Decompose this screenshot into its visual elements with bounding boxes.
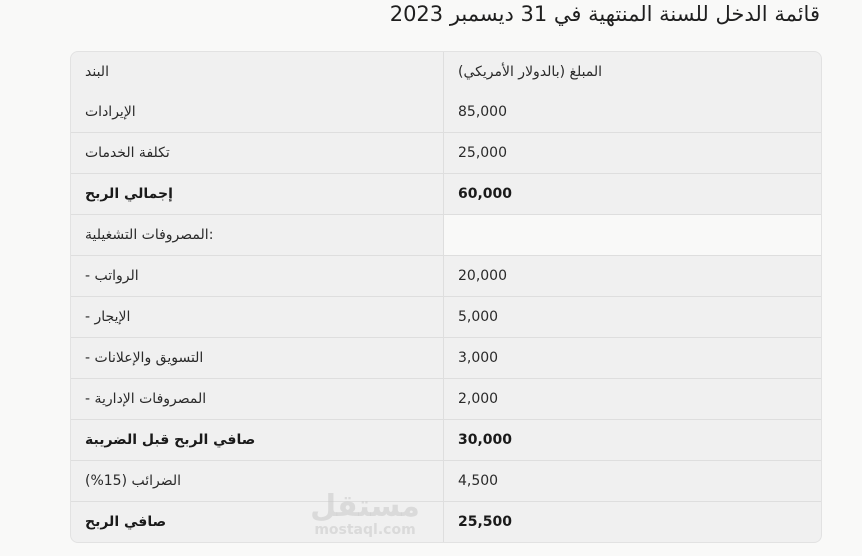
table-body: الإيرادات 85,000 تكلفة الخدمات 25,000 إجمالي… [71,92,821,542]
row-item: صافي الربح [71,502,444,542]
row-item: إجمالي الربح [71,174,444,214]
row-amount: 25,000 [458,145,507,161]
row-item: - الإيجار [71,297,444,337]
page-title: قائمة الدخل للسنة المنتهية في 31 ديسمبر … [389,2,820,26]
row-item: تكلفة الخدمات [71,133,444,173]
row-amount: 25,500 [458,514,513,530]
row-item: صافي الربح قبل الضريبة [71,420,444,460]
table-row: الإيرادات 85,000 [71,92,821,132]
header-item: البند [71,52,444,92]
table-row: صافي الربح 25,500 [71,501,821,542]
table-row: المصروفات التشغيلية: [71,214,821,255]
table-row: - التسويق والإعلانات 3,000 [71,337,821,378]
row-amount: 5,000 [458,309,499,325]
row-amount: 20,000 [458,268,507,284]
row-amount [444,215,821,255]
row-item: الضرائب (15%) [71,461,444,501]
row-amount: 60,000 [458,186,513,202]
table-row: صافي الربح قبل الضريبة 30,000 [71,419,821,460]
table-row: تكلفة الخدمات 25,000 [71,132,821,173]
row-item: المصروفات التشغيلية: [71,215,444,255]
row-amount: 3,000 [458,350,499,366]
table-row: الضرائب (15%) 4,500 [71,460,821,501]
row-amount: 4,500 [458,473,499,489]
row-amount: 2,000 [458,391,499,407]
row-amount: 85,000 [458,104,507,120]
header-amount: المبلغ (بالدولار الأمريكي) [458,64,603,80]
table-header-row: البند المبلغ (بالدولار الأمريكي) [71,52,821,92]
row-amount: 30,000 [458,432,513,448]
row-item: الإيرادات [71,92,444,132]
table-row: - المصروفات الإدارية 2,000 [71,378,821,419]
row-item: - التسويق والإعلانات [71,338,444,378]
income-statement-table: البند المبلغ (بالدولار الأمريكي) الإيراد… [70,51,822,543]
row-item: - الرواتب [71,256,444,296]
row-item: - المصروفات الإدارية [71,379,444,419]
table-row: - الإيجار 5,000 [71,296,821,337]
table-row: إجمالي الربح 60,000 [71,173,821,214]
table-row: - الرواتب 20,000 [71,255,821,296]
